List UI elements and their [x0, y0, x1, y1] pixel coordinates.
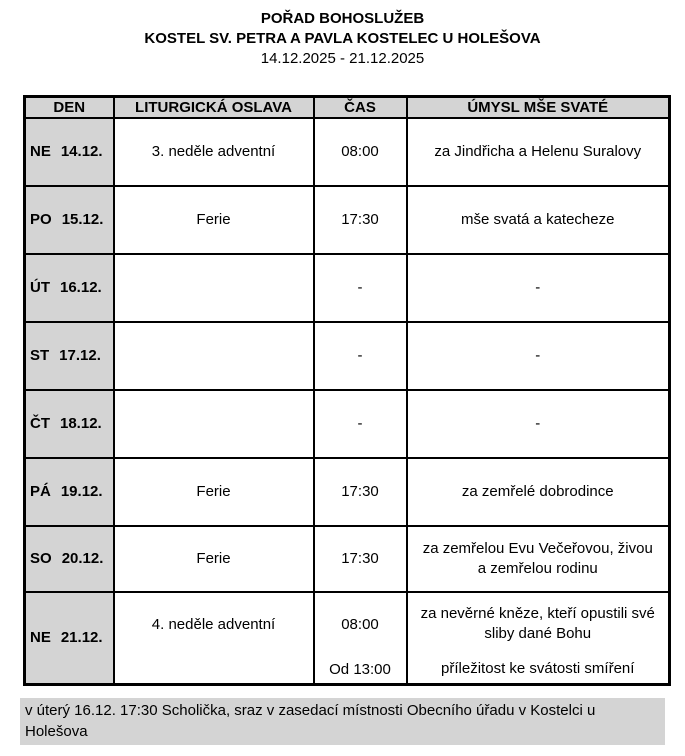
day-date: 19.12. — [60, 483, 103, 500]
day-date: 14.12. — [60, 143, 103, 160]
time-cell: 08:00 — [312, 590, 408, 656]
time-cell: - — [312, 320, 408, 391]
time-cell: 17:30 — [312, 456, 408, 527]
time-cell: 17:30 — [312, 524, 408, 593]
page-title: POŘAD BOHOSLUŽEB — [260, 10, 425, 27]
schedule-table: DEN LITURGICKÁ OSLAVA ČAS ÚMYSL MŠE SVAT… — [23, 95, 671, 686]
intention-cell: příležitost ke svátosti smíření — [405, 655, 671, 686]
day-abbrev: NE — [30, 143, 51, 160]
column-header-celebration: LITURGICKÁ OSLAVA — [112, 95, 315, 119]
day-abbrev: ČT — [30, 415, 50, 432]
column-header-day: DEN — [23, 95, 115, 119]
day-abbrev: PÁ — [30, 483, 51, 500]
intention-cell: - — [405, 252, 671, 323]
table-row: SO 20.12. Ferie 17:30 za zemřelou Evu Več… — [23, 524, 671, 593]
day-abbrev: ST — [30, 347, 50, 364]
table-row: PO 15.12. Ferie 17:30 mše svatá a kateche… — [23, 184, 671, 255]
time-cell: Od 13:00 — [312, 655, 408, 686]
day-abbrev: PO — [30, 211, 52, 228]
intention-cell: za zemřelé dobrodince — [405, 456, 671, 527]
document-header: POŘAD BOHOSLUŽEB KOSTEL SV. PETRA A PAVL… — [0, 0, 685, 69]
day-cell: ST 17.12. — [23, 320, 115, 391]
table-row: ČT 18.12. - - — [23, 388, 671, 459]
intention-cell: - — [405, 320, 671, 391]
day-abbrev: ÚT — [30, 279, 50, 296]
celebration-cell — [112, 388, 315, 459]
day-abbrev: SO — [30, 550, 52, 567]
column-header-intention: ÚMYSL MŠE SVATÉ — [405, 95, 671, 119]
footer-note: v úterý 16.12. 17:30 Scholička, sraz v z… — [20, 698, 665, 745]
page-subtitle: KOSTEL SV. PETRA A PAVLA KOSTELEC U HOLE… — [144, 30, 541, 47]
celebration-cell: Ferie — [112, 456, 315, 527]
day-cell: NE 21.12. — [23, 590, 115, 685]
table-row: ST 17.12. - - — [23, 320, 671, 391]
time-cell: 08:00 — [312, 116, 408, 187]
time-cell: - — [312, 388, 408, 459]
day-cell: NE 14.12. — [23, 116, 115, 187]
day-cell: ÚT 16.12. — [23, 252, 115, 323]
day-abbrev: NE — [30, 629, 51, 647]
time-cell: 17:30 — [312, 184, 408, 255]
table-row: PÁ 19.12. Ferie 17:30 za zemřelé dobrodin… — [23, 456, 671, 527]
intention-cell: - — [405, 388, 671, 459]
day-cell: ČT 18.12. — [23, 388, 115, 459]
day-cell: PO 15.12. — [23, 184, 115, 255]
column-header-time: ČAS — [312, 95, 408, 119]
celebration-cell: Ferie — [112, 184, 315, 255]
intention-cell: za Jindřicha a Helenu Suralovy — [405, 116, 671, 187]
day-date: 18.12. — [60, 415, 102, 432]
table-row: ÚT 16.12. - - — [23, 252, 671, 323]
day-date: 20.12. — [61, 550, 104, 567]
table-row: NE 14.12. 3. neděle adventní 08:00 za Jin… — [23, 116, 671, 187]
intention-cell: za zemřelou Evu Večeřovou, živou a zemře… — [405, 524, 671, 593]
celebration-cell: Ferie — [112, 524, 315, 593]
day-date: 15.12. — [61, 211, 104, 228]
intention-cell: za nevěrné kněze, kteří opustili své sli… — [405, 590, 671, 656]
celebration-cell — [112, 320, 315, 391]
table-row: NE 21.12. 4. neděle adventní 08:00 za nev… — [23, 590, 671, 685]
day-date: 16.12. — [60, 279, 102, 296]
day-date: 17.12. — [59, 347, 101, 364]
day-date: 21.12. — [60, 629, 103, 647]
day-cell: SO 20.12. — [23, 524, 115, 593]
celebration-cell: 3. neděle adventní — [112, 116, 315, 187]
celebration-cell: 4. neděle adventní — [112, 590, 315, 685]
date-range: 14.12.2025 - 21.12.2025 — [260, 50, 425, 67]
time-cell: - — [312, 252, 408, 323]
intention-cell: mše svatá a katecheze — [405, 184, 671, 255]
table-row: Od 13:00 příležitost ke svátosti smíření — [25, 655, 671, 686]
header-row: DEN LITURGICKÁ OSLAVA ČAS ÚMYSL MŠE SVAT… — [23, 95, 671, 119]
day-cell: PÁ 19.12. — [23, 456, 115, 527]
celebration-cell — [112, 252, 315, 323]
